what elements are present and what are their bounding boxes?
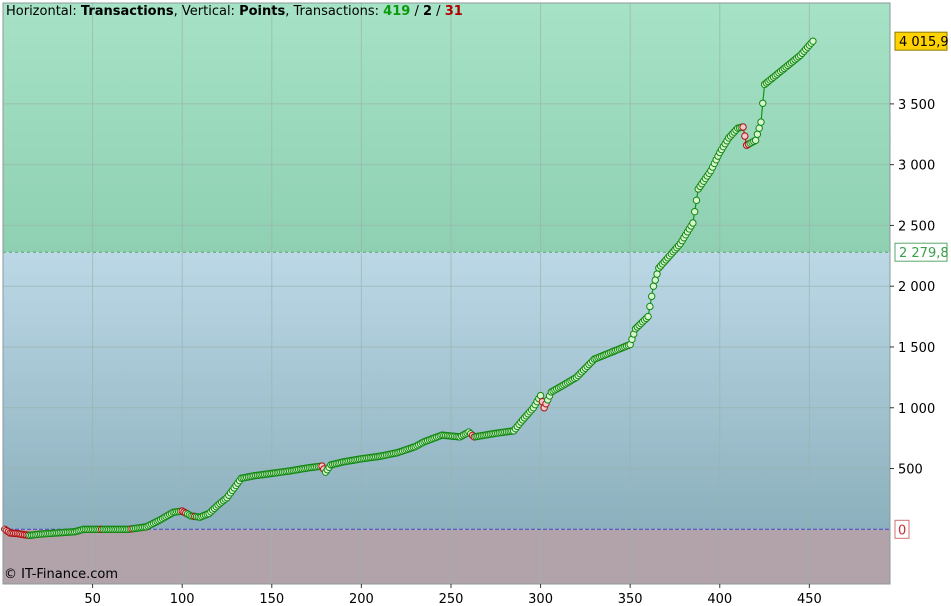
- count-positive: 419: [383, 4, 411, 19]
- x-tick-label: 150: [259, 592, 284, 606]
- trade-marker: [692, 196, 701, 205]
- zero-label-box: [894, 519, 910, 539]
- last-value-label: 4 015,9: [899, 35, 949, 50]
- horizontal-value: Transactions: [80, 4, 174, 19]
- y-tick-label: 2 500: [898, 219, 935, 234]
- trade-marker: [757, 118, 765, 126]
- vertical-label: Vertical:: [181, 4, 235, 19]
- x-tick-label: 250: [439, 592, 464, 606]
- trade-marker: [755, 124, 763, 132]
- count-neutral: 2: [422, 4, 433, 19]
- y-tick-label: 2 000: [898, 280, 935, 295]
- trade-marker: [536, 391, 545, 400]
- trade-marker: [651, 276, 659, 284]
- count-separator: /: [414, 4, 419, 19]
- x-tick-label: 100: [170, 592, 195, 606]
- x-tick-label: 200: [349, 592, 374, 606]
- plot-frame: [2, 2, 891, 585]
- transactions-label: Transactions:: [293, 4, 380, 19]
- trade-marker: [649, 282, 658, 290]
- last-value-label-box: [894, 31, 948, 51]
- x-tick-label: 350: [618, 592, 643, 606]
- count-negative: 31: [444, 4, 463, 19]
- trade-marker: [646, 302, 654, 311]
- zone-above-zero: [3, 252, 890, 530]
- zone-below-zero: [3, 529, 890, 584]
- trade-marker: [739, 123, 747, 131]
- y-tick-label: 3 500: [898, 98, 935, 113]
- x-tick-label: 450: [797, 592, 822, 606]
- trade-marker: [690, 207, 699, 216]
- x-tick-label: 400: [707, 592, 732, 606]
- vertical-value: Points: [239, 4, 286, 19]
- trade-marker: [741, 132, 749, 140]
- y-tick-label: 3 000: [898, 159, 935, 174]
- trade-marker: [647, 292, 656, 301]
- copyright: © IT-Finance.com: [4, 567, 119, 582]
- trade-marker: [809, 37, 817, 45]
- horizontal-label: Horizontal:: [6, 4, 77, 19]
- y-tick-label: 1 000: [898, 402, 935, 417]
- x-tick-label: 50: [84, 592, 101, 606]
- chart-header: Horizontal: Transactions, Vertical: Poin…: [6, 4, 463, 19]
- trade-marker: [759, 99, 767, 107]
- trade-marker: [644, 312, 652, 321]
- trade-marker: [689, 219, 697, 227]
- trade-marker: [751, 136, 760, 145]
- zero-label: 0: [898, 523, 906, 538]
- header-comma: ,: [173, 4, 178, 19]
- y-tick-label: 1 500: [898, 341, 935, 356]
- y-tick-label: 500: [898, 463, 923, 478]
- header-comma: ,: [285, 4, 290, 19]
- count-separator: /: [436, 4, 441, 19]
- mean-value-label-box: [894, 242, 948, 262]
- mean-value-label: 2 279,8: [899, 246, 949, 261]
- trade-marker: [753, 130, 762, 138]
- trade-marker: [653, 270, 661, 278]
- x-tick-label: 300: [528, 592, 553, 606]
